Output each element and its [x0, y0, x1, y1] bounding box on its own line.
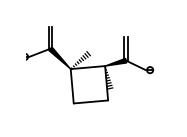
Polygon shape: [105, 58, 127, 66]
Polygon shape: [49, 47, 71, 69]
